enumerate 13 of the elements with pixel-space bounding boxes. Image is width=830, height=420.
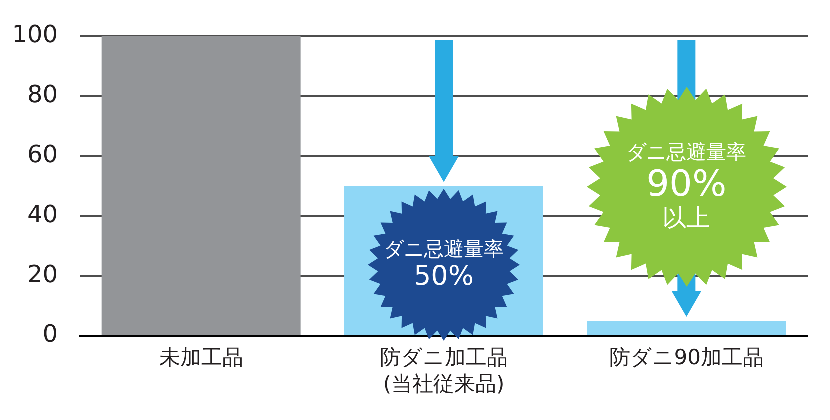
x-tick-label: 防ダニ90加工品: [609, 346, 764, 370]
x-tick-label: 防ダニ加工品 (当社従来品): [380, 346, 508, 396]
y-tick-label: 0: [42, 320, 58, 348]
x-tick-label: 未加工品: [159, 346, 244, 370]
bar: [102, 36, 301, 336]
y-tick-label: 40: [27, 200, 58, 228]
y-tick-label: 60: [27, 140, 58, 168]
y-tick-label: 20: [27, 260, 58, 288]
y-tick-label: 80: [27, 80, 58, 109]
y-tick-label: 100: [12, 20, 58, 49]
annotation: ダニ忌避量率 50%: [384, 237, 504, 292]
annotation: ダニ忌避量率 90% 以上: [626, 140, 747, 233]
bar: [587, 321, 786, 336]
